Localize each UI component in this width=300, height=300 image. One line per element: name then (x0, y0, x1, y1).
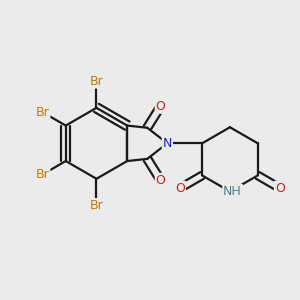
Text: NH: NH (223, 185, 242, 198)
Text: Br: Br (90, 199, 103, 212)
Text: O: O (275, 182, 285, 195)
Text: Br: Br (90, 75, 103, 88)
Text: O: O (156, 174, 166, 187)
Text: O: O (175, 182, 185, 195)
Text: O: O (156, 100, 166, 113)
Text: Br: Br (36, 168, 50, 181)
Text: N: N (163, 137, 172, 150)
Text: Br: Br (36, 106, 50, 119)
